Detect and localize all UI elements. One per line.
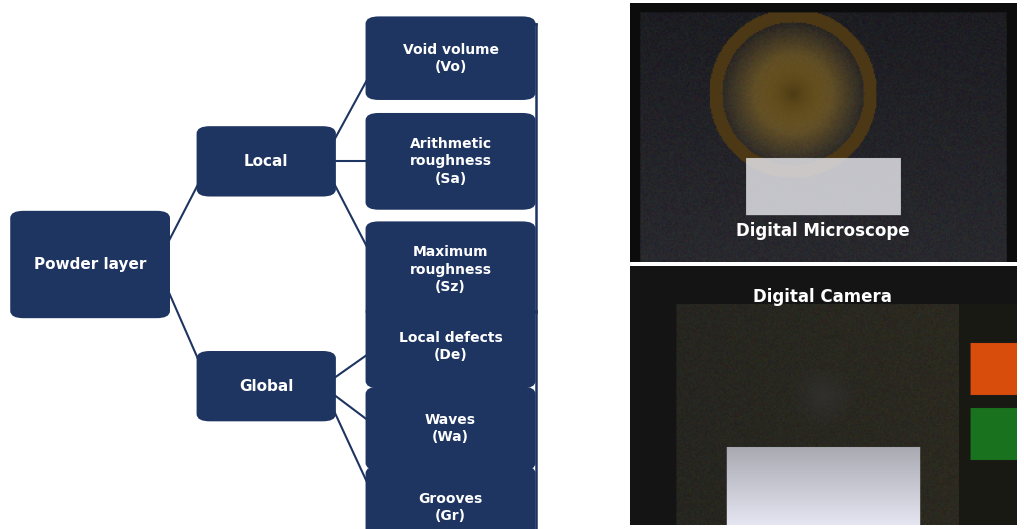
FancyBboxPatch shape xyxy=(367,223,535,317)
FancyBboxPatch shape xyxy=(367,388,535,469)
FancyBboxPatch shape xyxy=(198,127,335,196)
Text: Digital Microscope: Digital Microscope xyxy=(736,222,909,240)
Text: Maximum
roughness
(Sz): Maximum roughness (Sz) xyxy=(410,245,492,294)
Text: Void volume
(Vo): Void volume (Vo) xyxy=(402,42,499,74)
FancyBboxPatch shape xyxy=(367,467,535,529)
FancyBboxPatch shape xyxy=(198,352,335,420)
FancyBboxPatch shape xyxy=(11,212,169,317)
FancyBboxPatch shape xyxy=(367,17,535,99)
Text: Grooves
(Gr): Grooves (Gr) xyxy=(419,492,482,524)
Text: Global: Global xyxy=(239,379,294,394)
FancyBboxPatch shape xyxy=(367,114,535,209)
FancyBboxPatch shape xyxy=(367,306,535,387)
Text: Powder layer: Powder layer xyxy=(34,257,146,272)
Text: Digital Camera: Digital Camera xyxy=(754,288,892,306)
Text: Arithmetic
roughness
(Sa): Arithmetic roughness (Sa) xyxy=(410,137,492,186)
Text: Local: Local xyxy=(244,154,289,169)
Text: Waves
(Wa): Waves (Wa) xyxy=(425,413,476,444)
Text: Local defects
(De): Local defects (De) xyxy=(398,331,503,362)
